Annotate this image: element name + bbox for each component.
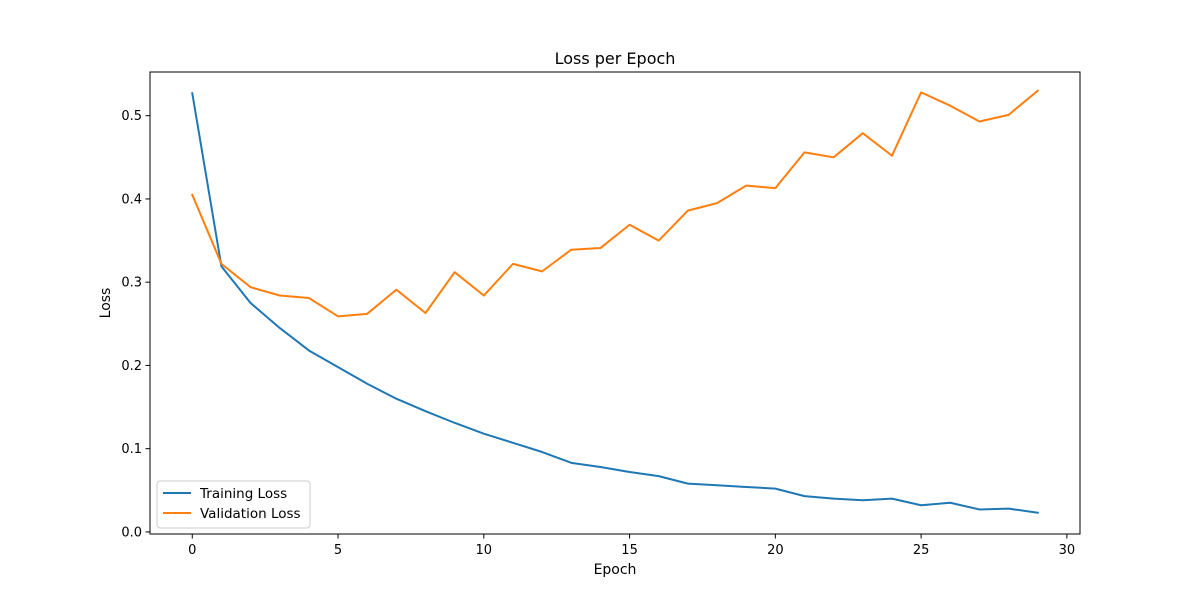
y-tick-label: 0.3 [121,276,142,291]
x-tick-label: 5 [334,543,342,558]
legend-label-training: Training Loss [199,486,287,502]
y-axis: 0.0 0.1 0.2 0.3 0.4 0.5 [121,109,150,540]
y-tick-label: 0.4 [121,192,142,207]
x-tick-label: 15 [621,543,638,558]
axes-frame [149,71,1081,535]
x-tick-label: 20 [767,543,784,558]
legend: Training Loss Validation Loss [156,480,311,529]
series-lines [190,89,1040,514]
x-axis: 0 5 10 15 20 25 30 [188,534,1075,558]
y-tick-label: 0.0 [121,525,142,540]
x-tick-label: 30 [1059,543,1076,558]
y-tick-label: 0.2 [121,359,142,374]
x-tick-label: 25 [913,543,930,558]
y-axis-label: Loss [98,288,114,319]
x-axis-label: Epoch [594,562,637,578]
legend-label-validation: Validation Loss [200,506,301,522]
series-line-validation [190,89,1040,318]
y-tick-label: 0.1 [121,442,142,457]
x-tick-label: 0 [188,543,196,558]
chart-title: Loss per Epoch [555,49,676,68]
y-tick-label: 0.5 [121,109,142,124]
plot-area: 0 5 10 15 20 25 30 0.0 0.1 0.2 0.3 0.4 0.5 [121,71,1081,558]
x-tick-label: 10 [476,543,493,558]
series-line-training [191,92,1039,514]
legend-box [156,480,311,529]
